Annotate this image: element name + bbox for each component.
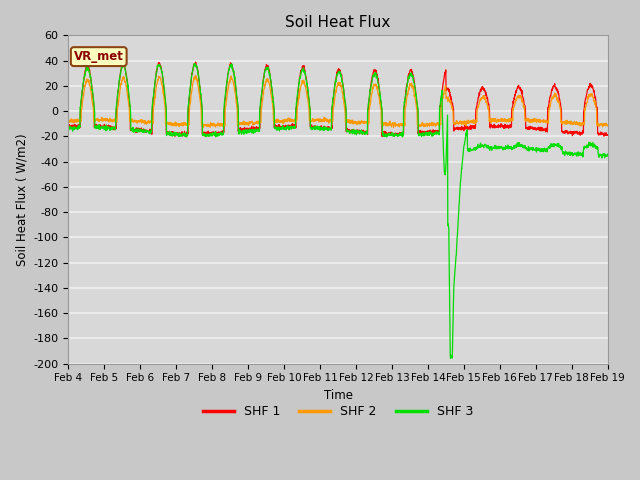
SHF 1 [365, 96, 373, 102]
SHF 3 [604, 151, 611, 157]
SHF 1 [215, 129, 223, 135]
SHF 3 [215, 131, 223, 137]
Text: VR_met: VR_met [74, 50, 124, 63]
SHF 2 [354, 119, 362, 125]
SHF 1 [572, 129, 579, 135]
SHF 2 [572, 121, 579, 127]
SHF 1 [495, 124, 503, 130]
Y-axis label: Soil Heat Flux ( W/m2): Soil Heat Flux ( W/m2) [15, 133, 28, 266]
SHF 3 [495, 144, 503, 149]
SHF 1 [557, 100, 564, 106]
SHF 2 [365, 106, 373, 112]
Legend: SHF 1, SHF 2, SHF 3: SHF 1, SHF 2, SHF 3 [198, 400, 478, 423]
SHF 3 [447, 355, 454, 361]
SHF 2 [604, 122, 611, 128]
SHF 1 [354, 127, 362, 133]
SHF 1 [378, 133, 386, 139]
SHF 2 [192, 72, 200, 78]
Line: SHF 1: SHF 1 [68, 62, 607, 136]
SHF 1 [604, 132, 611, 138]
SHF 3 [354, 130, 362, 135]
SHF 2 [557, 107, 564, 112]
Title: Soil Heat Flux: Soil Heat Flux [285, 15, 390, 30]
SHF 1 [65, 122, 72, 128]
X-axis label: Time: Time [323, 389, 353, 402]
Line: SHF 3: SHF 3 [68, 63, 607, 358]
SHF 2 [390, 125, 397, 131]
SHF 1 [192, 59, 200, 65]
SHF 3 [65, 125, 72, 131]
SHF 2 [495, 119, 503, 125]
SHF 2 [215, 120, 223, 126]
SHF 3 [572, 152, 579, 157]
SHF 2 [65, 119, 72, 125]
SHF 3 [365, 95, 373, 101]
Line: SHF 2: SHF 2 [68, 75, 607, 128]
SHF 3 [557, 143, 564, 148]
SHF 3 [191, 60, 198, 66]
